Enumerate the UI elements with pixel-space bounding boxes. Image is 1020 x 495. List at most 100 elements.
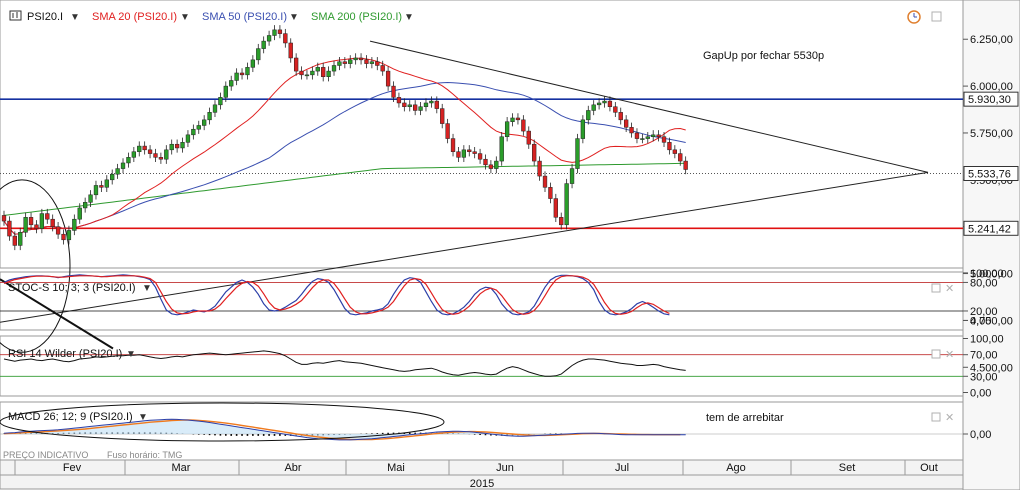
candle-body xyxy=(380,65,385,72)
candle-body xyxy=(342,61,347,64)
candle-body xyxy=(99,185,104,188)
candle-body xyxy=(61,233,66,241)
candle-body xyxy=(164,149,169,160)
time-axis xyxy=(0,459,964,476)
highlight-circle xyxy=(0,179,71,353)
macd-label[interactable]: MACD 26; 12; 9 (PSI20.I) xyxy=(8,411,133,423)
upper-trendline xyxy=(369,40,929,173)
candle-body xyxy=(83,202,88,209)
sma20-dropdown-icon[interactable]: ▼ xyxy=(180,12,190,23)
candle-body xyxy=(153,153,158,158)
candle-body xyxy=(564,183,569,226)
indicator-tick-label: 20,00 xyxy=(970,306,998,318)
candle-body xyxy=(28,217,34,226)
timezone-note: Fuso horário: TMG xyxy=(107,450,182,460)
rsi-line xyxy=(3,350,686,377)
candle-body xyxy=(256,48,261,61)
candle-body xyxy=(656,134,661,137)
stoch-label[interactable]: STOC-S 10; 3; 3 (PSI20.I) xyxy=(8,282,136,294)
sma50-dropdown-icon[interactable]: ▼ xyxy=(289,12,299,23)
price-tick-label: 6.000,00 xyxy=(970,81,1013,93)
macd-maximize-icon[interactable] xyxy=(931,412,941,422)
candle-body xyxy=(337,61,342,66)
candle-body xyxy=(50,218,55,227)
macd-line xyxy=(3,418,686,441)
month-label: Fev xyxy=(63,462,82,474)
stoch-dropdown-icon[interactable]: ▼ xyxy=(142,283,152,294)
candle-body xyxy=(1,215,7,222)
sma200-label[interactable]: SMA 200 (PSI20.I) xyxy=(311,11,402,23)
price-tick-label: 4.750,00 xyxy=(970,315,1013,327)
candle-body xyxy=(488,164,494,169)
candle-body xyxy=(672,149,677,154)
candle-body xyxy=(418,106,423,111)
candle-body xyxy=(142,145,147,151)
symbol-dropdown-icon[interactable]: ▼ xyxy=(70,12,80,23)
candle-body xyxy=(504,121,510,137)
candle-body xyxy=(423,102,429,107)
macd-dropdown-icon[interactable]: ▼ xyxy=(138,412,148,423)
candle-body xyxy=(326,70,331,77)
price-tag-label: 5.930,30 xyxy=(968,94,1011,106)
candle-body xyxy=(131,151,136,158)
rsi-dropdown-icon[interactable]: ▼ xyxy=(126,349,136,360)
candle-body xyxy=(196,125,201,130)
candle-body xyxy=(202,119,207,126)
candle-body xyxy=(7,220,12,237)
candle-body xyxy=(39,213,45,229)
candle-body xyxy=(483,158,488,166)
candle-body xyxy=(472,151,477,154)
arbitrage-annotation: tem de arrebitar xyxy=(706,412,784,424)
candle-body xyxy=(18,232,23,246)
indicator-tick-label: 0,00 xyxy=(970,316,991,328)
month-label: Out xyxy=(920,462,938,474)
candle-body xyxy=(434,100,439,109)
candle-body xyxy=(645,136,650,139)
candle-body xyxy=(272,29,277,36)
sma50-label[interactable]: SMA 50 (PSI20.I) xyxy=(202,11,287,23)
month-label: Set xyxy=(839,462,856,474)
stoch-d-line xyxy=(3,275,670,315)
candle-body xyxy=(548,187,553,199)
candle-body xyxy=(348,59,353,64)
candle-body xyxy=(559,217,564,226)
candle-body xyxy=(456,151,461,158)
candle-body xyxy=(661,136,667,143)
rsi-close-icon[interactable]: ✕ xyxy=(945,349,954,361)
candle-body xyxy=(212,104,218,113)
candle-body xyxy=(521,119,526,132)
candle-body xyxy=(445,123,450,139)
year-label: 2015 xyxy=(470,478,494,490)
candle-body xyxy=(440,108,445,124)
candle-body xyxy=(510,117,515,122)
candle-body xyxy=(331,65,337,72)
candle-body xyxy=(569,168,575,184)
candle-body xyxy=(115,168,120,175)
rsi-maximize-icon[interactable] xyxy=(931,349,941,359)
price-tick-label: 4.500,00 xyxy=(970,362,1013,374)
sma200-dropdown-icon[interactable]: ▼ xyxy=(404,12,414,23)
price-tag-box xyxy=(963,220,1019,236)
sma50-line xyxy=(3,81,686,235)
candle-body xyxy=(110,173,115,181)
candle-body xyxy=(678,153,683,162)
candle-body xyxy=(580,119,586,139)
candle-body xyxy=(55,226,61,235)
candle-body xyxy=(667,142,672,151)
macd-close-icon[interactable]: ✕ xyxy=(945,412,954,424)
candle-body xyxy=(104,179,109,188)
candle-body xyxy=(461,149,467,158)
sma20-label[interactable]: SMA 20 (PSI20.I) xyxy=(92,11,177,23)
stoch-close-icon[interactable]: ✕ xyxy=(945,283,954,295)
maximize-panel-icon[interactable] xyxy=(931,11,942,22)
candle-body xyxy=(537,160,542,177)
symbol-label[interactable]: PSI20.I xyxy=(27,11,63,23)
price-tag-box xyxy=(963,91,1019,107)
source-note: PREÇO INDICATIVO xyxy=(3,450,88,460)
candle-body xyxy=(288,42,293,59)
stoch-maximize-icon[interactable] xyxy=(931,283,941,293)
candle-body xyxy=(223,85,228,98)
candle-type-icon[interactable] xyxy=(9,10,22,21)
rsi-label[interactable]: RSI 14 Wilder (PSI20.I) xyxy=(8,348,122,360)
candle-body xyxy=(266,35,272,42)
